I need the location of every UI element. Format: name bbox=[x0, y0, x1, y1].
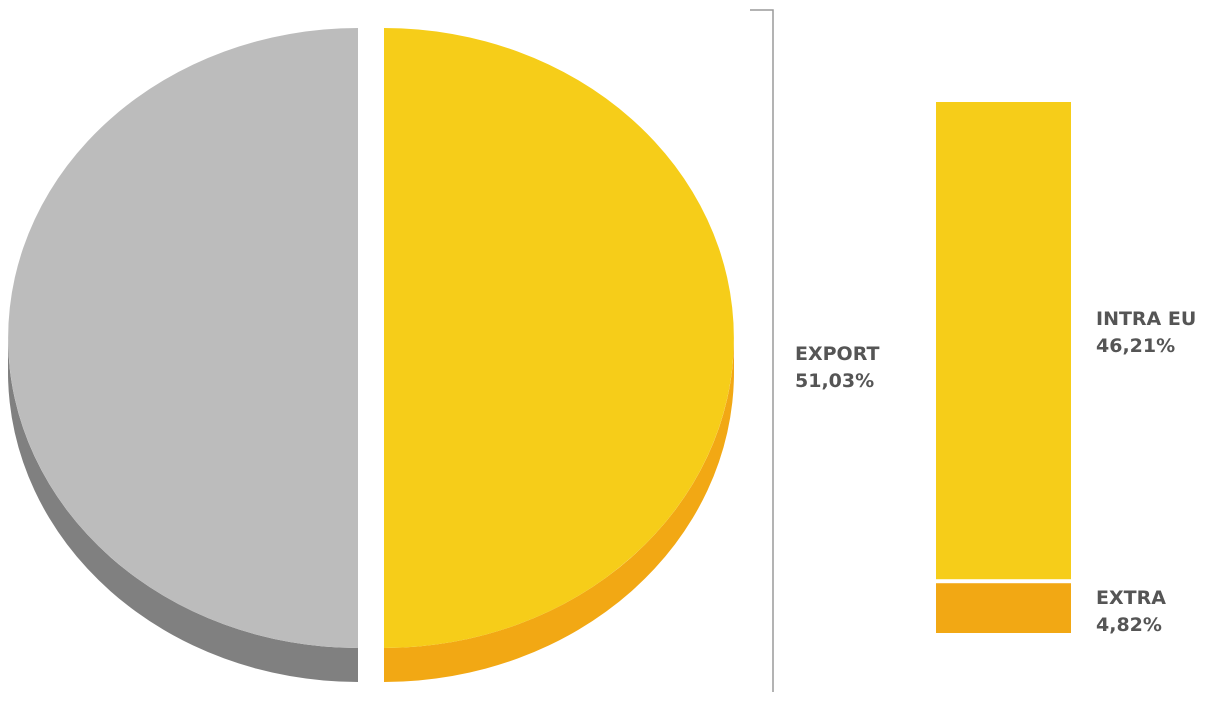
intra-eu-value: 46,21% bbox=[1096, 335, 1175, 357]
stacked-bar bbox=[936, 102, 1071, 633]
pie-slice-grey-side bbox=[8, 338, 358, 682]
export-label: EXPORT bbox=[795, 343, 879, 365]
extra-label: EXTRA bbox=[1096, 587, 1166, 609]
pie-slice-grey bbox=[8, 28, 358, 648]
pie-slice-export-side bbox=[384, 338, 734, 682]
pie-chart bbox=[8, 28, 734, 682]
bar-segment-intra-eu bbox=[936, 102, 1071, 580]
intra-eu-label: INTRA EU bbox=[1096, 308, 1196, 330]
bar-segment-extra bbox=[936, 583, 1071, 633]
extra-value: 4,82% bbox=[1096, 614, 1162, 636]
export-bracket-line bbox=[750, 9, 774, 692]
export-value: 51,03% bbox=[795, 370, 874, 392]
pie-slice-export bbox=[384, 28, 734, 648]
